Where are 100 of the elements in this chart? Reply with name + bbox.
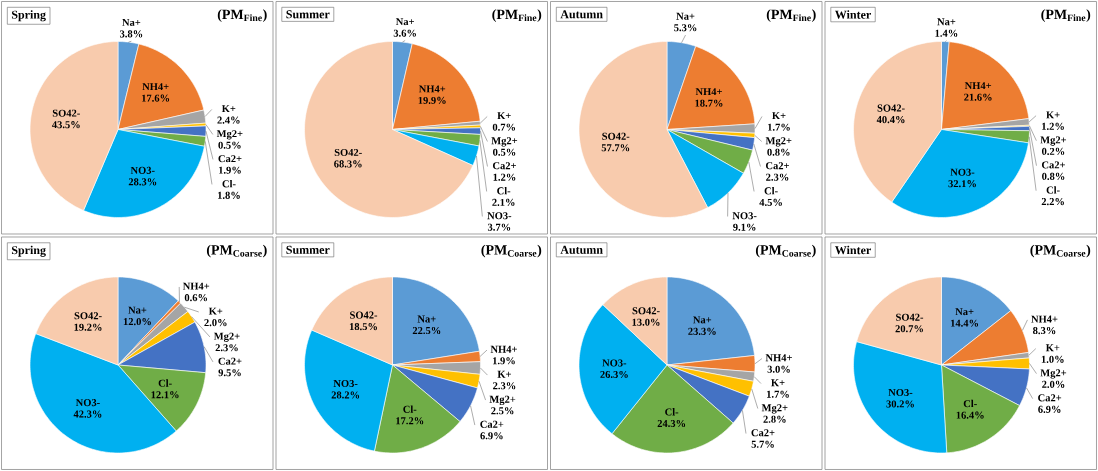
chart-title: Summer [286, 10, 330, 19]
slice-label: Cl- [222, 180, 236, 188]
slice-label: NO3- [602, 359, 627, 367]
data-label: 19.2% [74, 323, 102, 331]
slice-label: NO3- [950, 168, 975, 176]
slice-label: K+ [497, 370, 511, 378]
slice-label: NH4+ [490, 345, 517, 353]
chart-subtitle: (PM$_{Coarse}$) [481, 244, 542, 258]
chart-subtitle: (PM$_{Fine}$) [766, 9, 816, 22]
data-label: 0.7% [492, 123, 516, 131]
data-label: 12.1% [151, 391, 179, 399]
data-label: 1.7% [767, 390, 789, 398]
slice-label: K+ [1045, 344, 1060, 352]
data-label: 17.2% [396, 417, 424, 425]
data-label: 1.2% [493, 173, 516, 181]
data-label: 2.0% [204, 319, 227, 327]
slice-label: NO3- [130, 166, 155, 174]
slice-label: NH4+ [1031, 315, 1058, 323]
data-label: 20.7% [895, 325, 923, 333]
slice-label: K+ [1046, 111, 1060, 119]
data-label: 21.6% [964, 93, 992, 101]
slice-label: Ca2+ [751, 429, 775, 437]
data-label: 1.9% [219, 166, 241, 174]
chart-subtitle: (PM$_{Coarse}$) [1030, 244, 1091, 258]
slice-label: K+ [208, 307, 223, 315]
data-label: 1.7% [768, 123, 790, 131]
data-label: 30.2% [886, 400, 914, 408]
slice-label: NO3- [333, 379, 358, 388]
data-label: 9.5% [218, 369, 241, 377]
data-label: 0.6% [184, 294, 208, 302]
slice-label: K+ [771, 379, 785, 387]
slice-label: SO42- [602, 132, 630, 140]
chart-subtitle: (PM$_{Fine}$) [217, 9, 267, 22]
data-label: 2.3% [215, 344, 238, 352]
slice-label: SO42- [350, 311, 378, 319]
slice-label: Na+ [122, 18, 141, 26]
slice-label: Ca2+ [218, 357, 242, 365]
chart-title: Winter [834, 245, 871, 255]
slice-label: Ca2+ [1038, 394, 1062, 402]
chart-title: Summer [286, 245, 330, 254]
slice-label: Mg2+ [491, 137, 518, 147]
data-label: 1.4% [935, 29, 958, 37]
data-label: 2.2% [1041, 198, 1064, 206]
slice-label: Mg2+ [489, 395, 516, 406]
data-label: 2.1% [492, 198, 515, 206]
data-label: 6.9% [480, 432, 503, 440]
data-label: 23.3% [688, 327, 716, 335]
slice-label: K+ [221, 105, 236, 113]
data-label: 1.0% [1041, 355, 1064, 363]
slice-label: Cl- [665, 408, 679, 416]
data-label: 3.7% [487, 223, 511, 231]
data-label: 3.8% [119, 30, 143, 38]
slice-label: Na+ [128, 306, 147, 314]
slice-label: NH4+ [418, 85, 446, 93]
data-label: 2.5% [491, 407, 514, 415]
data-label: 2.4% [217, 116, 240, 124]
data-label: 18.7% [695, 99, 723, 107]
data-label: 1.9% [493, 357, 515, 365]
data-label: 0.8% [1042, 172, 1065, 180]
slice-label: Mg2+ [1040, 369, 1067, 379]
data-label: 0.8% [767, 148, 790, 156]
data-label: 2.3% [493, 382, 516, 390]
slice-label: SO42- [896, 313, 924, 321]
slice-label: Na+ [937, 18, 956, 26]
data-label: 1.2% [1042, 122, 1064, 130]
data-label: 22.5% [412, 326, 441, 335]
slice-label: Na+ [417, 315, 436, 323]
data-label: 18.5% [349, 323, 377, 331]
data-label: 2.0% [1042, 380, 1065, 388]
chart-subtitle: (PM$_{Fine}$) [492, 9, 542, 22]
slice-label: NH4+ [695, 88, 722, 96]
slice-label: Ca2+ [1041, 161, 1065, 169]
slice-label: K+ [772, 112, 786, 120]
slice-label: NO3- [487, 212, 512, 220]
slice-label: NO3- [75, 399, 100, 407]
slice-label: Ca2+ [765, 162, 789, 170]
data-label: 28.2% [331, 391, 360, 399]
data-label: 68.3% [334, 160, 362, 168]
chart-title: Autumn [560, 10, 603, 19]
slice-label: NH4+ [182, 282, 210, 290]
chart-title: Spring [11, 245, 46, 257]
data-label: 16.4% [956, 411, 984, 419]
slice-label: NH4+ [964, 82, 992, 90]
slice-label: NO3- [732, 212, 757, 220]
slice-label: SO42- [877, 104, 905, 112]
slice-label: Ca2+ [492, 162, 516, 170]
chart-title: Spring [11, 10, 46, 22]
data-label: 42.3% [73, 410, 102, 418]
data-label: 3.6% [393, 29, 416, 37]
chart-title: Winter [834, 10, 871, 19]
data-label: 0.5% [493, 148, 516, 156]
data-label: 24.3% [657, 419, 686, 428]
slice-label: Cl- [963, 399, 977, 408]
data-label: 40.4% [876, 116, 905, 124]
slice-label: Mg2+ [216, 130, 243, 140]
data-label: 19.9% [418, 96, 446, 104]
slice-label: K+ [497, 112, 511, 120]
data-label: 57.7% [601, 144, 630, 152]
data-label: 1.8% [218, 191, 240, 199]
data-label: 2.8% [763, 415, 786, 423]
